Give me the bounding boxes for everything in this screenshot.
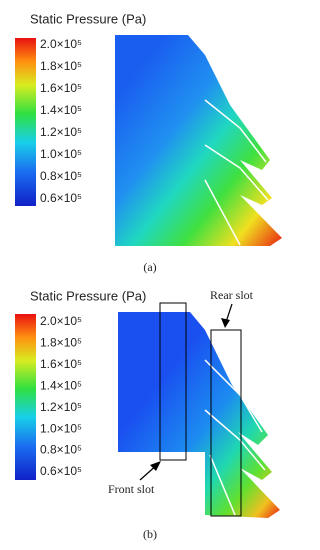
colorbar: [15, 314, 36, 480]
slot-edge: [204, 409, 266, 471]
colorbar-tick-label: 1.2×10⁵: [40, 125, 82, 139]
colorbar-tick-label: 0.6×10⁵: [40, 191, 82, 205]
panel-a: Static Pressure (Pa) 2.0×10⁵ 1.8×10⁵ 1.6×1…: [15, 11, 282, 274]
rear-slot-box: [210, 329, 242, 517]
annotation: Front slot: [108, 482, 155, 496]
panel-b: Static Pressure (Pa) 2.0×10⁵ 1.8×10⁵ 1.6×1…: [15, 288, 280, 541]
caption: (a): [143, 260, 156, 274]
slot-edge: [204, 99, 267, 163]
arrow-head: [221, 318, 230, 328]
panel-title: Static Pressure (Pa): [30, 288, 146, 303]
colorbar-ticks: 2.0×10⁵ 1.8×10⁵ 1.6×10⁵ 1.4×10⁵ 1.2×10⁵ 1.0×1…: [40, 314, 82, 478]
colorbar-tick-label: 1.6×10⁵: [40, 81, 82, 95]
arrow-head: [150, 461, 161, 471]
pressure-contour: [118, 312, 280, 518]
colorbar-tick-label: 1.8×10⁵: [40, 59, 82, 73]
annotation: Rear slot: [210, 288, 254, 302]
colorbar-tick-label: 1.8×10⁵: [40, 336, 82, 350]
slot-edge: [204, 179, 241, 246]
colorbar-tick-label: 1.0×10⁵: [40, 147, 82, 161]
slot-edge: [204, 359, 263, 433]
colorbar-ticks: 2.0×10⁵ 1.8×10⁵ 1.6×10⁵ 1.4×10⁵ 1.2×10⁵ 1.0×1…: [40, 37, 82, 205]
colorbar-tick-label: 0.6×10⁵: [40, 464, 82, 478]
colorbar-tick-label: 0.8×10⁵: [40, 169, 82, 183]
colorbar-tick-label: 2.0×10⁵: [40, 314, 82, 328]
colorbar: [15, 38, 36, 206]
front-slot-box: [159, 302, 187, 461]
arrow: [225, 303, 233, 323]
caption: (b): [143, 527, 157, 541]
slot-edge: [209, 454, 236, 516]
slot-edge: [204, 144, 269, 201]
colorbar-tick-label: 1.2×10⁵: [40, 400, 82, 414]
colorbar-tick-label: 1.4×10⁵: [40, 103, 82, 117]
colorbar-tick-label: 1.4×10⁵: [40, 378, 82, 392]
pressure-contour: [115, 35, 282, 246]
colorbar-tick-label: 1.0×10⁵: [40, 421, 82, 435]
figure: Static Pressure (Pa) 2.0×10⁵ 1.8×10⁵ 1.6×1…: [15, 11, 282, 541]
colorbar-tick-label: 0.8×10⁵: [40, 443, 82, 457]
colorbar-tick-label: 1.6×10⁵: [40, 357, 82, 371]
colorbar-tick-label: 2.0×10⁵: [40, 37, 82, 51]
panel-title: Static Pressure (Pa): [30, 11, 146, 26]
